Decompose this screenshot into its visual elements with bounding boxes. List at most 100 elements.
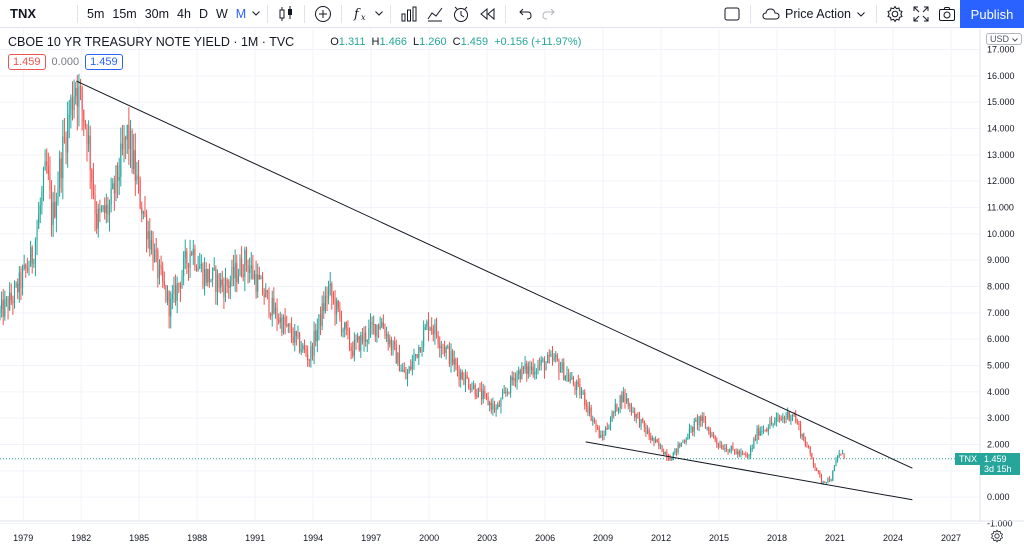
candle-body [212,268,214,280]
candle-body [60,158,62,179]
candle-body [561,362,563,370]
candle-body [361,334,363,342]
axis-settings-icon[interactable] [990,529,1004,548]
candle-body [15,283,17,286]
price-chart[interactable]: 17.000 16.000 15.000 14.000 13.000 12.000 11.0… [0,29,1024,548]
fullscreen-icon[interactable] [908,1,934,27]
interval-30m[interactable]: 30m [144,6,170,21]
candle-body [358,336,360,351]
candle-body [519,370,521,380]
candle-body [576,381,578,391]
candle-body [265,290,267,298]
candle-body [67,116,69,153]
templates-icon[interactable] [422,1,448,27]
currency-selector[interactable]: USD [986,33,1022,45]
high-value: 1.466 [379,36,407,48]
candle-body [574,384,576,391]
candle-body [102,205,104,210]
time-tick-label: 1982 [71,533,91,543]
redo-icon[interactable] [537,1,563,27]
candle-body [189,253,191,268]
candle-body [260,277,262,280]
sell-price-box[interactable]: 1.459 [8,54,46,70]
candle-body [742,451,744,454]
compare-add-icon[interactable] [310,1,336,27]
candle-body [785,417,787,419]
candle-body [316,329,318,342]
interval-dropdown-icon[interactable] [250,11,262,16]
candle-body [2,299,4,317]
candle-body [273,297,275,314]
candle-body [18,272,20,293]
candle-body [252,265,254,279]
camera-icon[interactable] [934,1,960,27]
interval-m[interactable]: M [235,6,247,21]
candle-body [730,446,732,451]
candle-body [73,96,75,110]
candle-body [737,451,739,455]
buy-price-box[interactable]: 1.459 [85,54,123,70]
candle-body [387,334,389,345]
candle-body [13,285,16,304]
symbol-search[interactable]: TNX [10,6,36,21]
candle-body [841,453,844,455]
candle-body [706,427,708,429]
undo-icon[interactable] [511,1,537,27]
candle-body [432,329,434,335]
candle-body [92,181,94,196]
interval-4h[interactable]: 4h [177,6,191,21]
candle-body [806,445,808,447]
candle-body [721,445,723,449]
publish-button[interactable]: Publish [960,0,1024,28]
candle-body [28,266,30,270]
candle-body [461,372,463,379]
time-tick-label: 2021 [825,533,845,543]
candle-body [365,332,367,342]
alert-clock-icon[interactable] [448,1,474,27]
candle-body [403,369,405,372]
candle-body [426,321,428,327]
financials-icon[interactable] [396,1,422,27]
last-price-value: 1.459 [984,454,1007,464]
candle-body [123,137,125,150]
interval-15m[interactable]: 15m [112,6,137,21]
candle-body [727,451,729,453]
candle-body [804,440,806,446]
candle-body [698,416,700,426]
low-label: L [412,36,420,48]
candle-body [481,388,483,400]
select-layout-icon[interactable] [719,1,745,27]
candle-body [319,314,322,326]
candle-body [582,392,584,394]
candle-body [357,336,359,341]
candle-body [318,314,320,330]
candle-body [619,395,621,409]
price-tick-label: 15.000 [987,97,1015,107]
layout-menu-button[interactable]: Price Action [756,7,871,21]
candle-body [49,174,51,191]
price-tick-label: 10.000 [987,229,1015,239]
replay-icon[interactable] [474,1,500,27]
candle-body [236,263,238,283]
interval-5m[interactable]: 5m [87,6,105,21]
candle-body [129,130,132,150]
candle-body [413,355,415,362]
chart-area[interactable]: 17.000 16.000 15.000 14.000 13.000 12.000 11.0… [0,29,1024,548]
candle-body [500,398,502,407]
interval-d[interactable]: D [198,6,208,21]
candle-body [237,275,239,283]
candle-body [535,371,537,373]
candle-body [352,350,354,356]
candle-body [798,422,800,425]
chevron-down-icon [1011,38,1018,42]
candles-icon[interactable] [273,1,299,27]
candle-body [503,391,505,394]
indicators-dropdown-icon[interactable] [373,11,385,16]
candle-body [816,467,818,471]
settings-gear-icon[interactable] [882,1,908,27]
time-tick-label: 1979 [13,533,33,543]
low-value: 1.260 [419,36,447,48]
interval-w[interactable]: W [215,6,228,21]
candle-body [120,143,122,177]
